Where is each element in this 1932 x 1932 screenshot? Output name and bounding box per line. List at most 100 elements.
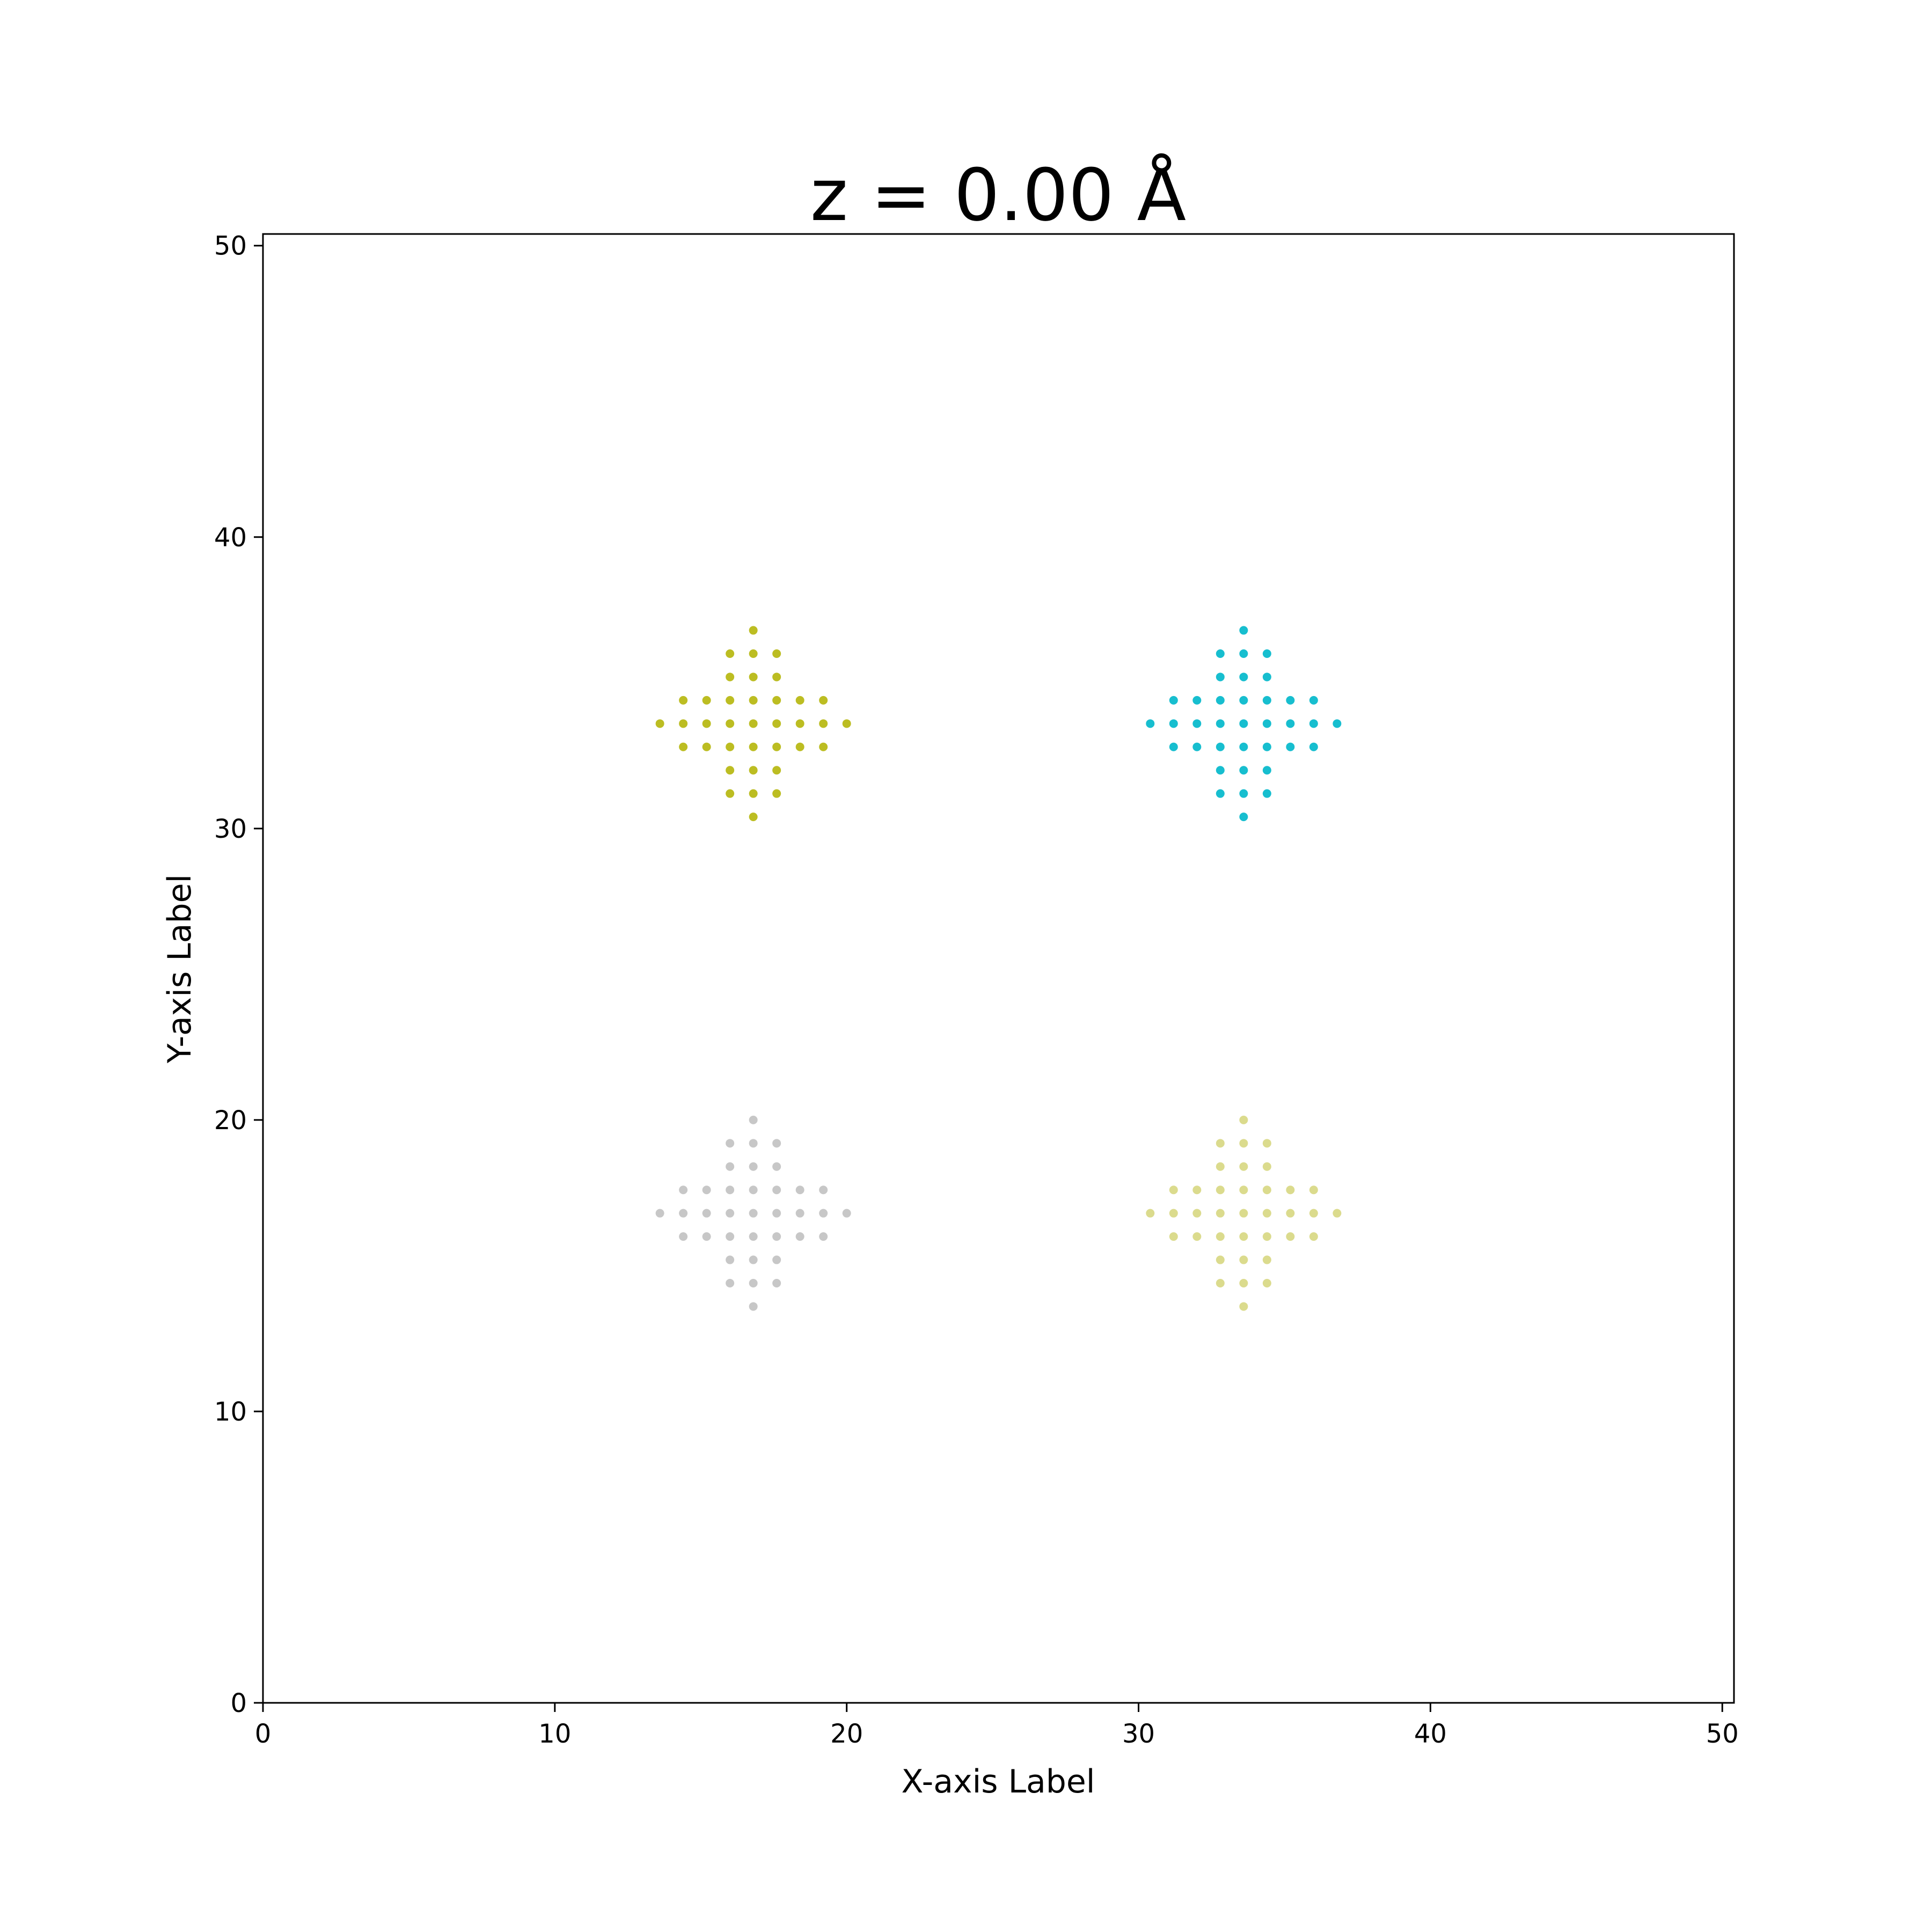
x-tick-label: 40 bbox=[1414, 1719, 1447, 1749]
data-point-cluster-2 bbox=[1216, 719, 1225, 728]
data-point-cluster-4 bbox=[1216, 1139, 1225, 1148]
data-point-cluster-2 bbox=[1239, 649, 1248, 658]
data-point-cluster-4 bbox=[1262, 1232, 1271, 1241]
data-point-cluster-1 bbox=[655, 719, 664, 728]
data-point-cluster-2 bbox=[1192, 696, 1202, 705]
data-point-cluster-4 bbox=[1239, 1302, 1248, 1311]
data-point-cluster-4 bbox=[1239, 1279, 1248, 1287]
data-point-cluster-1 bbox=[726, 672, 735, 682]
data-point-cluster-4 bbox=[1262, 1139, 1271, 1148]
data-point-cluster-3 bbox=[702, 1185, 711, 1195]
data-point-cluster-3 bbox=[749, 1162, 758, 1171]
data-point-cluster-1 bbox=[795, 742, 804, 751]
data-point-cluster-2 bbox=[1216, 672, 1225, 682]
data-point-cluster-2 bbox=[1286, 742, 1295, 751]
data-point-cluster-4 bbox=[1239, 1255, 1248, 1264]
y-tick-label: 30 bbox=[214, 814, 247, 844]
data-point-cluster-1 bbox=[726, 649, 735, 658]
data-point-cluster-4 bbox=[1169, 1232, 1178, 1241]
data-point-cluster-2 bbox=[1239, 766, 1248, 775]
data-point-cluster-3 bbox=[749, 1139, 758, 1148]
data-point-cluster-1 bbox=[726, 719, 735, 728]
data-point-cluster-2 bbox=[1216, 742, 1225, 751]
data-point-cluster-2 bbox=[1286, 696, 1295, 705]
data-point-cluster-1 bbox=[749, 742, 758, 751]
data-point-cluster-3 bbox=[749, 1302, 758, 1311]
data-point-cluster-2 bbox=[1169, 742, 1178, 751]
data-point-cluster-4 bbox=[1239, 1139, 1248, 1148]
data-point-cluster-1 bbox=[679, 696, 688, 705]
x-tick-label: 30 bbox=[1122, 1719, 1155, 1749]
data-point-cluster-3 bbox=[726, 1232, 735, 1241]
data-point-cluster-4 bbox=[1216, 1279, 1225, 1287]
data-point-cluster-2 bbox=[1262, 649, 1271, 658]
data-point-cluster-2 bbox=[1262, 672, 1271, 682]
data-point-cluster-1 bbox=[819, 696, 828, 705]
data-point-cluster-3 bbox=[772, 1185, 781, 1195]
data-point-cluster-4 bbox=[1216, 1162, 1225, 1171]
data-point-cluster-3 bbox=[702, 1209, 711, 1218]
data-point-cluster-3 bbox=[749, 1209, 758, 1218]
data-point-cluster-3 bbox=[749, 1232, 758, 1241]
data-point-cluster-2 bbox=[1239, 672, 1248, 682]
data-point-cluster-2 bbox=[1192, 719, 1202, 728]
data-point-cluster-3 bbox=[795, 1232, 804, 1241]
data-point-cluster-2 bbox=[1216, 789, 1225, 798]
data-point-cluster-2 bbox=[1216, 696, 1225, 705]
data-point-cluster-2 bbox=[1239, 813, 1248, 822]
data-points bbox=[655, 626, 1342, 1311]
data-point-cluster-1 bbox=[842, 719, 851, 728]
data-point-cluster-1 bbox=[772, 696, 781, 705]
data-point-cluster-2 bbox=[1262, 696, 1271, 705]
data-point-cluster-1 bbox=[795, 719, 804, 728]
data-point-cluster-2 bbox=[1309, 742, 1318, 751]
data-point-cluster-4 bbox=[1239, 1209, 1248, 1218]
data-point-cluster-3 bbox=[772, 1209, 781, 1218]
data-point-cluster-3 bbox=[842, 1209, 851, 1218]
data-point-cluster-4 bbox=[1262, 1162, 1271, 1171]
data-point-cluster-3 bbox=[772, 1162, 781, 1171]
data-point-cluster-2 bbox=[1239, 719, 1248, 728]
x-tick-label: 50 bbox=[1706, 1719, 1739, 1749]
data-point-cluster-2 bbox=[1309, 696, 1318, 705]
data-point-cluster-4 bbox=[1192, 1232, 1202, 1241]
data-point-cluster-3 bbox=[726, 1279, 735, 1287]
data-point-cluster-3 bbox=[772, 1255, 781, 1264]
data-point-cluster-4 bbox=[1286, 1232, 1295, 1241]
data-point-cluster-1 bbox=[772, 672, 781, 682]
data-point-cluster-4 bbox=[1286, 1209, 1295, 1218]
data-point-cluster-4 bbox=[1262, 1279, 1271, 1287]
data-point-cluster-1 bbox=[749, 719, 758, 728]
data-point-cluster-3 bbox=[702, 1232, 711, 1241]
y-tick-label: 40 bbox=[214, 523, 247, 553]
data-point-cluster-1 bbox=[772, 649, 781, 658]
x-axis-label: X-axis Label bbox=[902, 1763, 1095, 1801]
data-point-cluster-4 bbox=[1192, 1185, 1202, 1195]
data-point-cluster-3 bbox=[819, 1209, 828, 1218]
data-point-cluster-2 bbox=[1192, 742, 1202, 751]
data-point-cluster-3 bbox=[749, 1115, 758, 1124]
data-point-cluster-3 bbox=[726, 1162, 735, 1171]
data-point-cluster-3 bbox=[749, 1255, 758, 1264]
data-point-cluster-2 bbox=[1239, 626, 1248, 635]
data-point-cluster-4 bbox=[1216, 1185, 1225, 1195]
data-point-cluster-1 bbox=[702, 742, 711, 751]
data-point-cluster-1 bbox=[749, 672, 758, 682]
data-point-cluster-4 bbox=[1262, 1185, 1271, 1195]
x-tick-label: 10 bbox=[538, 1719, 571, 1749]
data-point-cluster-1 bbox=[749, 649, 758, 658]
data-point-cluster-1 bbox=[749, 789, 758, 798]
data-point-cluster-2 bbox=[1309, 719, 1318, 728]
data-point-cluster-3 bbox=[795, 1209, 804, 1218]
data-point-cluster-4 bbox=[1239, 1232, 1248, 1241]
data-point-cluster-1 bbox=[819, 742, 828, 751]
data-point-cluster-2 bbox=[1286, 719, 1295, 728]
data-point-cluster-4 bbox=[1309, 1232, 1318, 1241]
data-point-cluster-3 bbox=[749, 1185, 758, 1195]
data-point-cluster-4 bbox=[1309, 1185, 1318, 1195]
data-point-cluster-3 bbox=[819, 1185, 828, 1195]
y-tick-label: 0 bbox=[230, 1688, 247, 1718]
x-tick-label: 0 bbox=[255, 1719, 272, 1749]
y-tick-label: 20 bbox=[214, 1106, 247, 1136]
